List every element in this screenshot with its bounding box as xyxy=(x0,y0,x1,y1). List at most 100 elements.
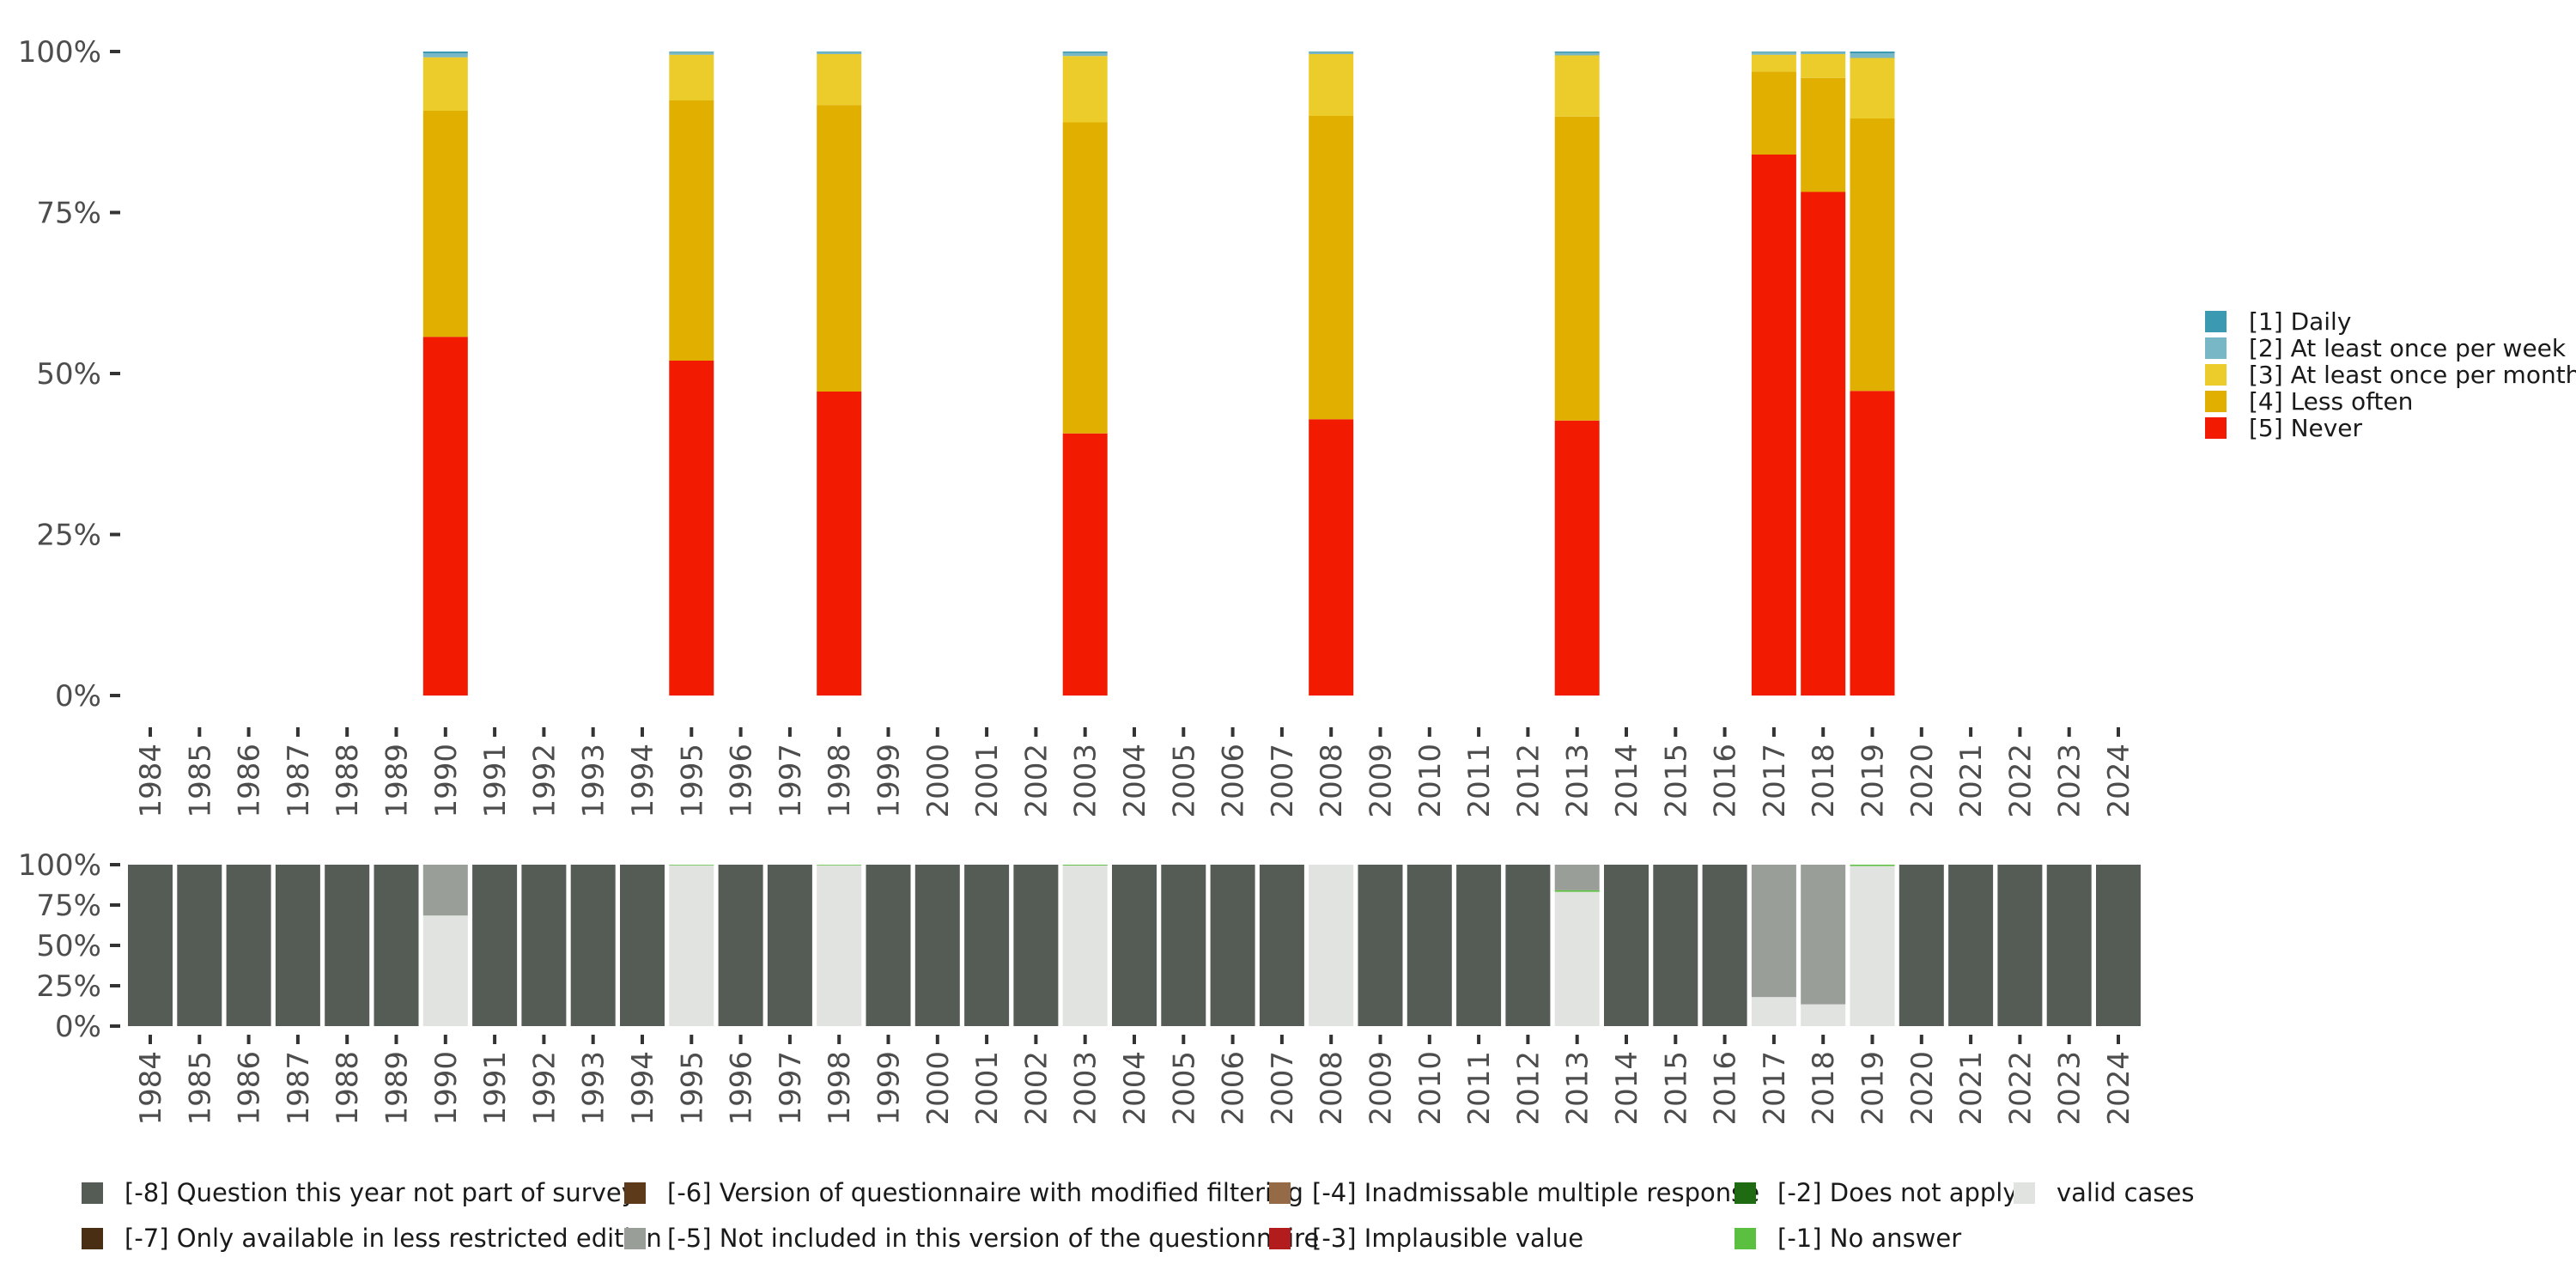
bottom-legend-swatch-5-not-included-in-this-version-of-the-questionnaire xyxy=(624,1228,646,1249)
bottom-bar-1994-8-question-this-year-not-part-of-survey xyxy=(620,865,665,1026)
bottom-x-tick-label: 1992 xyxy=(527,1051,562,1126)
top-x-tick-label: 1999 xyxy=(872,744,907,818)
bottom-y-axis: 0% 25% 50% 75% 100% xyxy=(18,848,120,1044)
top-x-tick-label: 2001 xyxy=(970,744,1005,818)
bottom-x-tick-label: 2009 xyxy=(1364,1051,1399,1126)
top-bar-1990-3-at-least-once-per-month xyxy=(422,57,468,111)
bottom-bar-2017-valid-cases xyxy=(1751,997,1796,1026)
bottom-x-tick-label: 1994 xyxy=(626,1051,660,1126)
bottom-bar-2008-valid-cases xyxy=(1309,865,1354,1026)
bottom-bar-2001-8-question-this-year-not-part-of-survey xyxy=(964,865,1010,1026)
bottom-bar-1987-8-question-this-year-not-part-of-survey xyxy=(275,865,320,1026)
bottom-x-tick-label: 1988 xyxy=(331,1051,365,1126)
top-bar-1990-1-daily xyxy=(422,52,468,54)
bottom-x-tick-label: 2023 xyxy=(2053,1051,2087,1126)
top-x-tick-label: 1993 xyxy=(577,744,611,818)
top-bars xyxy=(422,52,1895,696)
bottom-x-tick-label: 1989 xyxy=(380,1051,415,1126)
top-x-tick-label: 2003 xyxy=(1069,744,1103,818)
top-legend-label: [1] Daily xyxy=(2249,307,2351,336)
top-x-tick-label: 1988 xyxy=(331,744,365,818)
bottom-y-tick-label: 25% xyxy=(36,969,101,1004)
bottom-x-tick-label: 2003 xyxy=(1069,1051,1103,1126)
bottom-x-tick-label: 1985 xyxy=(183,1051,217,1126)
top-x-tick-label: 2014 xyxy=(1610,744,1644,818)
bottom-legend-swatch-2-does-not-apply xyxy=(1735,1182,1756,1204)
top-legend-swatch-2-at-least-once-per-week xyxy=(2205,337,2227,359)
bottom-x-tick-label: 2007 xyxy=(1266,1051,1300,1126)
bottom-bar-1990-valid-cases xyxy=(422,915,468,1026)
top-x-tick-label: 2024 xyxy=(2102,744,2136,818)
bottom-bar-2009-8-question-this-year-not-part-of-survey xyxy=(1358,865,1403,1026)
top-x-tick-label: 2012 xyxy=(1511,744,1546,818)
top-bar-2017-4-less-often xyxy=(1751,71,1796,155)
bottom-x-tick-label: 2010 xyxy=(1413,1051,1448,1126)
bottom-x-tick-label: 2017 xyxy=(1758,1051,1792,1126)
top-bar-2013-2-at-least-once-per-week xyxy=(1554,52,1600,56)
bottom-legend-swatch-1-no-answer xyxy=(1735,1228,1756,1249)
top-x-tick-label: 2013 xyxy=(1561,744,1595,818)
top-x-tick-label: 1994 xyxy=(626,744,660,818)
top-bar-1995-5-never xyxy=(669,361,714,696)
bottom-y-tick-label: 100% xyxy=(18,848,101,883)
bottom-x-tick-label: 2011 xyxy=(1462,1051,1497,1126)
bottom-legend-label: valid cases xyxy=(2057,1178,2194,1207)
bottom-bar-2018-5-not-included-in-this-version-of-the-questionnaire xyxy=(1801,865,1846,1005)
top-bar-1998-4-less-often xyxy=(817,105,862,392)
bottom-legend-swatch-valid-cases xyxy=(2014,1182,2035,1204)
top-bar-1998-2-at-least-once-per-week xyxy=(817,52,862,54)
top-x-tick-label: 1989 xyxy=(380,744,415,818)
top-x-tick-label: 2023 xyxy=(2053,744,2087,818)
bottom-x-tick-label: 1990 xyxy=(429,1051,464,1126)
bottom-bar-2005-8-question-this-year-not-part-of-survey xyxy=(1161,865,1206,1026)
top-bar-2017-5-never xyxy=(1751,155,1796,696)
top-x-tick-label: 1984 xyxy=(134,744,168,818)
bottom-legend-label: [-2] Does not apply xyxy=(1777,1178,2018,1207)
top-bar-2003-1-daily xyxy=(1062,52,1108,53)
top-y-axis: 0% 25% 50% 75% 100% xyxy=(18,35,120,714)
bottom-x-tick-label: 1984 xyxy=(134,1051,168,1126)
top-bar-2008-4-less-often xyxy=(1309,116,1354,420)
top-bar-2018-2-at-least-once-per-week xyxy=(1801,52,1846,54)
top-x-tick-label: 1990 xyxy=(429,744,464,818)
top-x-tick-label: 2016 xyxy=(1709,744,1743,818)
bottom-bar-1995-valid-cases xyxy=(669,865,714,1026)
bottom-x-tick-label: 2021 xyxy=(1954,1051,1989,1126)
top-bar-2019-3-at-least-once-per-month xyxy=(1850,58,1895,118)
top-legend-label: [2] At least once per week xyxy=(2249,334,2567,362)
top-x-tick-label: 1996 xyxy=(725,744,759,818)
top-y-tick-label: 0% xyxy=(55,679,101,714)
top-x-tick-label: 2007 xyxy=(1266,744,1300,818)
bottom-x-tick-label: 2002 xyxy=(1019,1051,1054,1126)
top-bar-1990-4-less-often xyxy=(422,111,468,337)
bottom-bar-2003-valid-cases xyxy=(1062,865,1108,1026)
top-x-tick-label: 1986 xyxy=(233,744,267,818)
top-x-tick-label: 2019 xyxy=(1856,744,1891,818)
bottom-x-tick-label: 2012 xyxy=(1511,1051,1546,1126)
top-bar-1995-4-less-often xyxy=(669,100,714,361)
top-bar-2008-3-at-least-once-per-month xyxy=(1309,54,1354,116)
bottom-legend-label: [-7] Only available in less restricted e… xyxy=(125,1224,662,1253)
bottom-x-tick-label: 1999 xyxy=(872,1051,907,1126)
top-chart: 0% 25% 50% 75% 100% 1984 1985 1986 1987 1988 1989… xyxy=(18,35,2136,818)
bottom-bar-1988-8-question-this-year-not-part-of-survey xyxy=(325,865,370,1026)
bottom-legend-label: [-8] Question this year not part of surv… xyxy=(125,1178,636,1207)
bottom-x-tick-label: 1987 xyxy=(282,1051,316,1126)
bottom-chart: 0% 25% 50% 75% 100% 1984 1985 1986 1987 1988 1989… xyxy=(18,848,2141,1126)
bottom-x-tick-label: 2000 xyxy=(921,1051,956,1126)
bottom-bar-1990-5-not-included-in-this-version-of-the-questionnaire xyxy=(422,865,468,916)
bottom-bar-2023-8-question-this-year-not-part-of-survey xyxy=(2046,865,2092,1026)
bottom-bar-2024-8-question-this-year-not-part-of-survey xyxy=(2096,865,2141,1026)
top-x-tick-label: 2000 xyxy=(921,744,956,818)
top-bar-2008-2-at-least-once-per-week xyxy=(1309,52,1354,54)
bottom-x-tick-label: 2020 xyxy=(1905,1051,1940,1126)
bottom-legend-swatch-6-version-of-questionnaire-with-modified-filtering xyxy=(624,1182,646,1204)
bottom-legend-swatch-7-only-available-in-less-restricted-edition xyxy=(82,1228,103,1249)
bottom-bar-2016-8-question-this-year-not-part-of-survey xyxy=(1702,865,1747,1026)
bottom-bar-2013-5-not-included-in-this-version-of-the-questionnaire xyxy=(1554,865,1600,890)
top-bar-2003-4-less-often xyxy=(1062,122,1108,434)
top-legend-label: [3] At least once per month xyxy=(2249,361,2576,389)
bottom-legend-label: [-5] Not included in this version of the… xyxy=(667,1224,1319,1253)
bottom-legend-label: [-3] Implausible value xyxy=(1312,1224,1583,1253)
